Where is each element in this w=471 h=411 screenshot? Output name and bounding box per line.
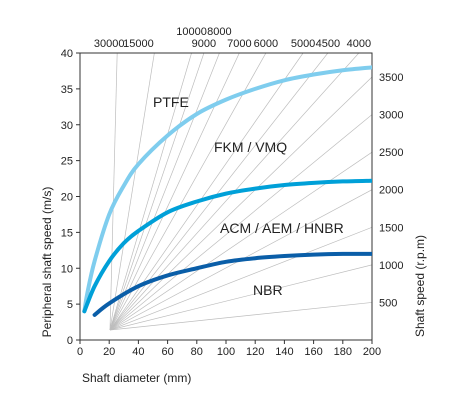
rpm-top-label-5000: 5000	[291, 38, 315, 50]
rpm-line-10000	[109, 53, 192, 331]
rpm-top-label-7000: 7000	[227, 38, 251, 50]
band-label-fkm-vmq: FKM / VMQ	[214, 139, 287, 155]
rpm-line-15000	[109, 53, 155, 331]
x-tick-label-160: 160	[304, 346, 322, 358]
y2-axis-title: Shaft speed (r.p.m)	[413, 235, 427, 337]
x-tick-label-0: 0	[77, 346, 83, 358]
rpm-right-labels: 3500 3000 2500 2000 1500 1000 500	[379, 72, 403, 309]
y-tick-label-30: 30	[61, 120, 73, 132]
y-tick-label-0: 0	[67, 335, 73, 347]
rpm-right-label-3500: 3500	[379, 72, 403, 84]
y-tick-label-35: 35	[61, 84, 73, 96]
band-label-acm-aem-hnbr: ACM / AEM / HNBR	[220, 220, 344, 236]
rpm-top-label-8000: 8000	[207, 26, 231, 38]
y-axis-title: Peripheral shaft speed (m/s)	[40, 187, 54, 338]
band-label-ptfe: PTFE	[153, 94, 189, 110]
rpm-line-500	[109, 302, 372, 331]
y-tick-label-10: 10	[61, 263, 73, 275]
y-tick-label-15: 15	[61, 227, 73, 239]
y-tick-label-40: 40	[61, 48, 73, 60]
x-tick-label-140: 140	[275, 346, 293, 358]
y-axis-ticks: 0 5 10 15 20 25 30 35 40	[61, 48, 80, 347]
x-tick-label-40: 40	[132, 346, 144, 358]
rpm-line-1500	[109, 226, 372, 331]
rpm-right-label-1500: 1500	[379, 222, 403, 234]
rpm-right-label-3000: 3000	[379, 110, 403, 122]
x-axis-ticks: 0 20 40 60 80 100 120 140 160 180 200	[77, 340, 381, 358]
rpm-top-label-15000: 15000	[123, 38, 154, 50]
curve-acm-aem-hnbr	[92, 251, 372, 317]
y-tick-label-5: 5	[67, 299, 73, 311]
y-tick-label-20: 20	[61, 192, 73, 204]
x-tick-label-200: 200	[363, 346, 381, 358]
material-curves	[82, 65, 372, 317]
x-tick-label-180: 180	[334, 346, 352, 358]
curve-ptfe	[82, 65, 372, 314]
rpm-right-label-1000: 1000	[379, 260, 403, 272]
rpm-line-9000	[109, 53, 205, 331]
rpm-line-2500	[109, 151, 372, 331]
rpm-line-3500	[109, 76, 372, 331]
rpm-line-3000	[109, 114, 372, 331]
rpm-top-label-30000: 30000	[94, 38, 125, 50]
x-tick-label-20: 20	[103, 346, 115, 358]
rpm-right-label-2500: 2500	[379, 147, 403, 159]
rpm-line-8000	[109, 53, 220, 331]
x-axis-title: Shaft diameter (mm)	[82, 371, 191, 385]
x-tick-label-60: 60	[161, 346, 173, 358]
x-tick-label-120: 120	[246, 346, 264, 358]
x-tick-label-80: 80	[191, 346, 203, 358]
plot-frame	[79, 52, 373, 341]
rpm-line-6000	[109, 53, 267, 331]
rpm-line-1000	[109, 264, 372, 331]
rpm-top-label-9000: 9000	[192, 38, 216, 50]
rpm-top-label-10000: 10000	[176, 26, 207, 38]
y-tick-label-25: 25	[61, 156, 73, 168]
x-tick-label-100: 100	[217, 346, 235, 358]
rpm-top-label-4500: 4500	[316, 38, 340, 50]
rpm-right-label-500: 500	[379, 297, 397, 309]
rpm-top-label-4000: 4000	[347, 38, 371, 50]
rpm-top-label-6000: 6000	[254, 38, 278, 50]
rpm-line-4500	[109, 53, 329, 331]
rpm-line-30000	[109, 53, 118, 331]
curve-fkm-vmq	[82, 178, 372, 314]
band-label-nbr: NBR	[253, 282, 283, 298]
rpm-line-7000	[109, 53, 240, 331]
rpm-right-label-2000: 2000	[379, 185, 403, 197]
